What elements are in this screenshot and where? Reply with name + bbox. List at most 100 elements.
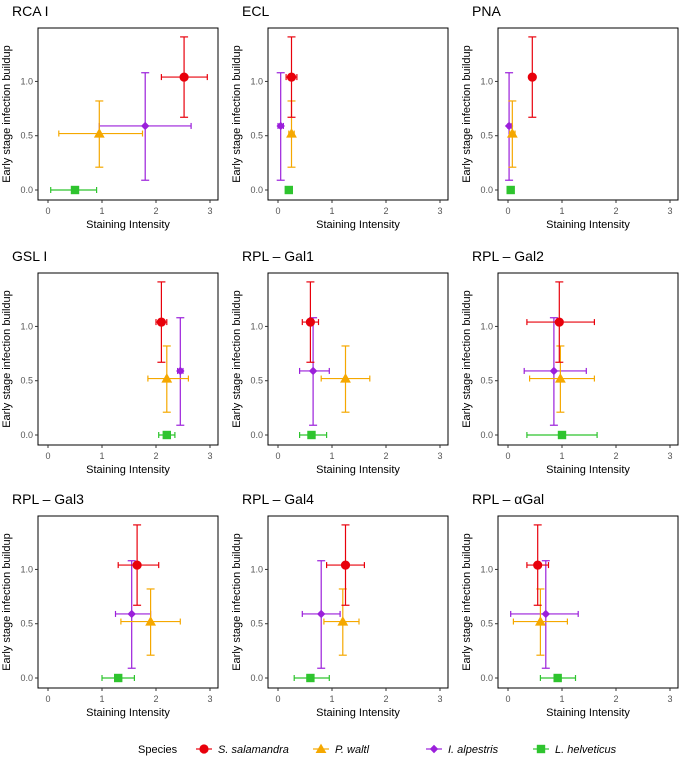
legend-marker-triangle	[315, 743, 327, 754]
marker-circle	[305, 317, 315, 327]
x-tick-label: 1	[329, 694, 334, 704]
marker-diamond	[504, 121, 514, 131]
x-axis-label: Staining Intensity	[546, 219, 630, 231]
x-tick-label: 3	[437, 206, 442, 216]
x-tick-label: 2	[153, 206, 158, 216]
point-s-salamandra	[527, 36, 537, 118]
marker-triangle	[145, 616, 156, 626]
x-tick-label: 0	[275, 206, 280, 216]
panel-title: RCA I	[12, 3, 49, 19]
panel-frame	[497, 272, 679, 446]
x-tick-label: 2	[153, 694, 158, 704]
x-tick-label: 2	[383, 694, 388, 704]
x-tick-label: 1	[99, 451, 104, 461]
marker-triangle	[93, 128, 105, 138]
y-tick-label: 1.0	[250, 321, 263, 331]
y-tick-label: 0.0	[20, 430, 33, 440]
panel-frame	[267, 272, 449, 446]
panel-frame	[37, 272, 219, 446]
marker-square	[284, 185, 293, 195]
x-tick-label: 2	[613, 451, 618, 461]
panel-gsl-i: GSL I 0.0 0.5 1.0 0 1 2 3 Staining Intensity Earl…	[1, 248, 219, 476]
point-p-waltl	[120, 588, 181, 656]
panel-title: RPL – Gal1	[242, 248, 314, 264]
marker-circle	[132, 560, 142, 570]
x-axis-label: Staining Intensity	[86, 707, 170, 719]
panel-rca-i: RCA I 0.0 0.5 1.0 0 1 2 3 Staining Intensity Earl…	[1, 3, 219, 231]
legend-label: L. helveticus	[555, 744, 617, 756]
panel-rpl-gal3: RPL – Gal3 0.0 0.5 1.0 0 1 2 3 Staining Intensit…	[1, 491, 219, 719]
panel-title: PNA	[472, 3, 501, 19]
legend-label: I. alpestris	[448, 744, 499, 756]
point-l-helveticus	[101, 673, 135, 683]
point-p-waltl	[512, 588, 569, 656]
legend-marker-diamond	[429, 744, 439, 754]
marker-diamond	[276, 121, 285, 131]
marker-circle	[156, 317, 166, 327]
point-l-helveticus	[299, 430, 328, 440]
legend: Species S. salamandra P. waltl I. alpestris…	[138, 743, 617, 756]
y-axis-label: Early stage infection buildup	[461, 45, 473, 183]
marker-square	[557, 430, 567, 440]
marker-circle	[527, 72, 537, 82]
point-l-helveticus	[539, 673, 577, 683]
marker-circle	[554, 317, 564, 327]
panel-frame	[37, 27, 219, 201]
x-tick-label: 3	[207, 694, 212, 704]
marker-circle	[179, 72, 189, 82]
y-tick-label: 0.5	[20, 131, 33, 141]
y-axis-label: Early stage infection buildup	[231, 45, 243, 183]
y-tick-label: 0.5	[20, 619, 33, 629]
x-tick-label: 1	[99, 694, 104, 704]
x-tick-label: 2	[383, 451, 388, 461]
point-s-salamandra	[285, 36, 298, 118]
marker-diamond	[176, 366, 185, 376]
y-tick-label: 0.5	[250, 131, 263, 141]
legend-marker-circle	[199, 744, 209, 754]
point-s-salamandra	[526, 524, 550, 606]
y-axis-label: Early stage infection buildup	[231, 290, 243, 428]
y-tick-label: 0.0	[250, 673, 263, 683]
point-i-alpestris	[176, 317, 185, 426]
panel-title: ECL	[242, 3, 269, 19]
marker-triangle	[554, 373, 566, 383]
panel-pna: PNA 0.0 0.5 1.0 0 1 2 3 Staining Intensity Early …	[461, 3, 679, 231]
y-axis-label: Early stage infection buildup	[231, 533, 243, 671]
y-tick-label: 0.0	[480, 673, 493, 683]
panel-rpl-gal1: RPL – Gal1 0.0 0.5 1.0 0 1 2 3 Staining Intensit…	[231, 248, 449, 476]
x-axis-label: Staining Intensity	[316, 464, 400, 476]
marker-square	[114, 673, 123, 683]
point-s-salamandra	[117, 524, 160, 606]
y-tick-label: 1.0	[20, 76, 33, 86]
marker-diamond	[127, 609, 136, 619]
x-tick-label: 3	[437, 451, 442, 461]
point-p-waltl	[58, 100, 144, 168]
point-i-alpestris	[523, 317, 587, 426]
marker-diamond	[317, 609, 326, 619]
legend-label: P. waltl	[335, 744, 370, 756]
y-axis-label: Early stage infection buildup	[461, 290, 473, 428]
point-l-helveticus	[526, 430, 598, 440]
y-tick-label: 0.5	[480, 131, 493, 141]
legend-item-i-alpestris: I. alpestris	[426, 744, 499, 756]
y-tick-label: 0.5	[480, 619, 493, 629]
x-axis-label: Staining Intensity	[546, 464, 630, 476]
point-s-salamandra	[301, 281, 320, 363]
marker-diamond	[541, 609, 550, 619]
y-tick-label: 0.0	[480, 185, 493, 195]
y-tick-label: 0.5	[250, 376, 263, 386]
x-tick-label: 2	[153, 451, 158, 461]
point-l-helveticus	[284, 185, 293, 195]
y-tick-label: 0.0	[250, 430, 263, 440]
legend-label: S. salamandra	[218, 744, 289, 756]
x-tick-label: 0	[45, 694, 50, 704]
panel-frame	[267, 515, 449, 689]
x-tick-label: 0	[45, 451, 50, 461]
x-tick-label: 3	[667, 451, 672, 461]
y-tick-label: 1.0	[480, 321, 493, 331]
marker-circle	[533, 560, 543, 570]
x-tick-label: 1	[559, 451, 564, 461]
point-s-salamandra	[160, 36, 208, 118]
marker-triangle	[337, 616, 349, 626]
x-tick-label: 2	[613, 206, 618, 216]
